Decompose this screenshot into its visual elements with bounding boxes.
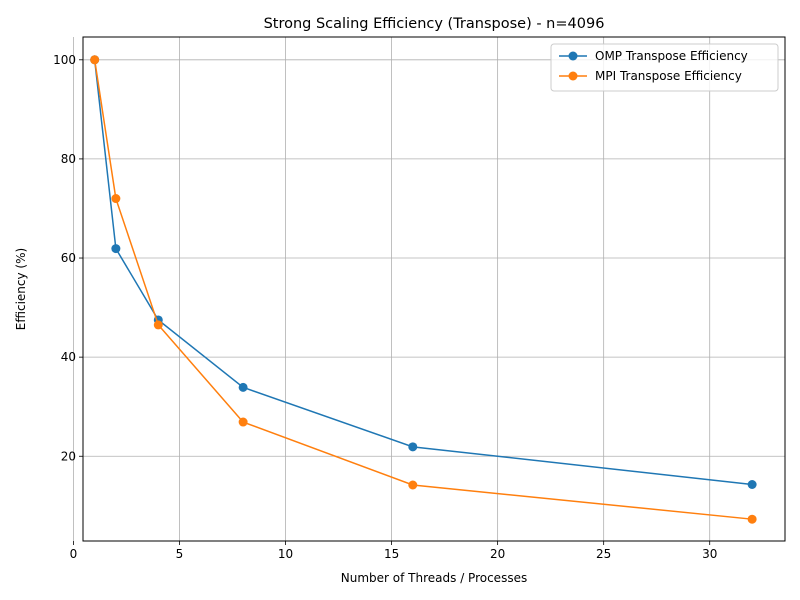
x-tick-label: 10: [278, 547, 293, 561]
y-tick-label: 60: [61, 251, 76, 265]
data-point: [153, 320, 163, 330]
grid: [73, 37, 785, 541]
legend-label: OMP Transpose Efficiency: [595, 49, 748, 63]
data-point: [111, 244, 121, 254]
data-point: [408, 442, 418, 452]
data-point: [238, 382, 248, 392]
x-axis-label: Number of Threads / Processes: [341, 571, 527, 585]
data-point: [747, 480, 757, 490]
y-tick-label: 20: [61, 449, 76, 463]
data-point: [238, 417, 248, 427]
legend-item: MPI Transpose Efficiency: [559, 69, 742, 83]
series-line: [93, 59, 753, 520]
y-tick-label: 100: [53, 53, 76, 67]
x-axis: 0 5 10 15 20 25 30: [70, 541, 717, 561]
x-tick-label: 30: [702, 547, 717, 561]
legend-swatch-marker: [568, 51, 578, 61]
plot-frame: [82, 36, 786, 542]
legend-box: [550, 43, 779, 92]
x-tick-label: 25: [596, 547, 611, 561]
data-point: [408, 480, 418, 490]
x-tick-label: 5: [176, 547, 184, 561]
legend-item: OMP Transpose Efficiency: [559, 49, 748, 63]
series-line: [93, 59, 753, 486]
legend: OMP Transpose Efficiency MPI Transpose Ef…: [550, 43, 779, 92]
y-axis-label: Efficiency (%): [14, 248, 28, 330]
chart-title: Strong Scaling Efficiency (Transpose) - …: [264, 16, 605, 32]
series-2: [90, 55, 757, 524]
y-tick-label: 40: [61, 350, 76, 364]
data-point: [90, 55, 100, 65]
x-tick-label: 0: [70, 547, 78, 561]
data-point: [111, 194, 121, 204]
series-layer: [90, 55, 757, 524]
legend-label: MPI Transpose Efficiency: [595, 69, 742, 83]
x-tick-label: 15: [384, 547, 399, 561]
y-axis: 20 40 60 80 100: [53, 53, 83, 463]
y-tick-label: 80: [61, 152, 76, 166]
x-tick-label: 20: [490, 547, 505, 561]
legend-swatch-marker: [568, 71, 578, 81]
data-point: [747, 514, 757, 524]
